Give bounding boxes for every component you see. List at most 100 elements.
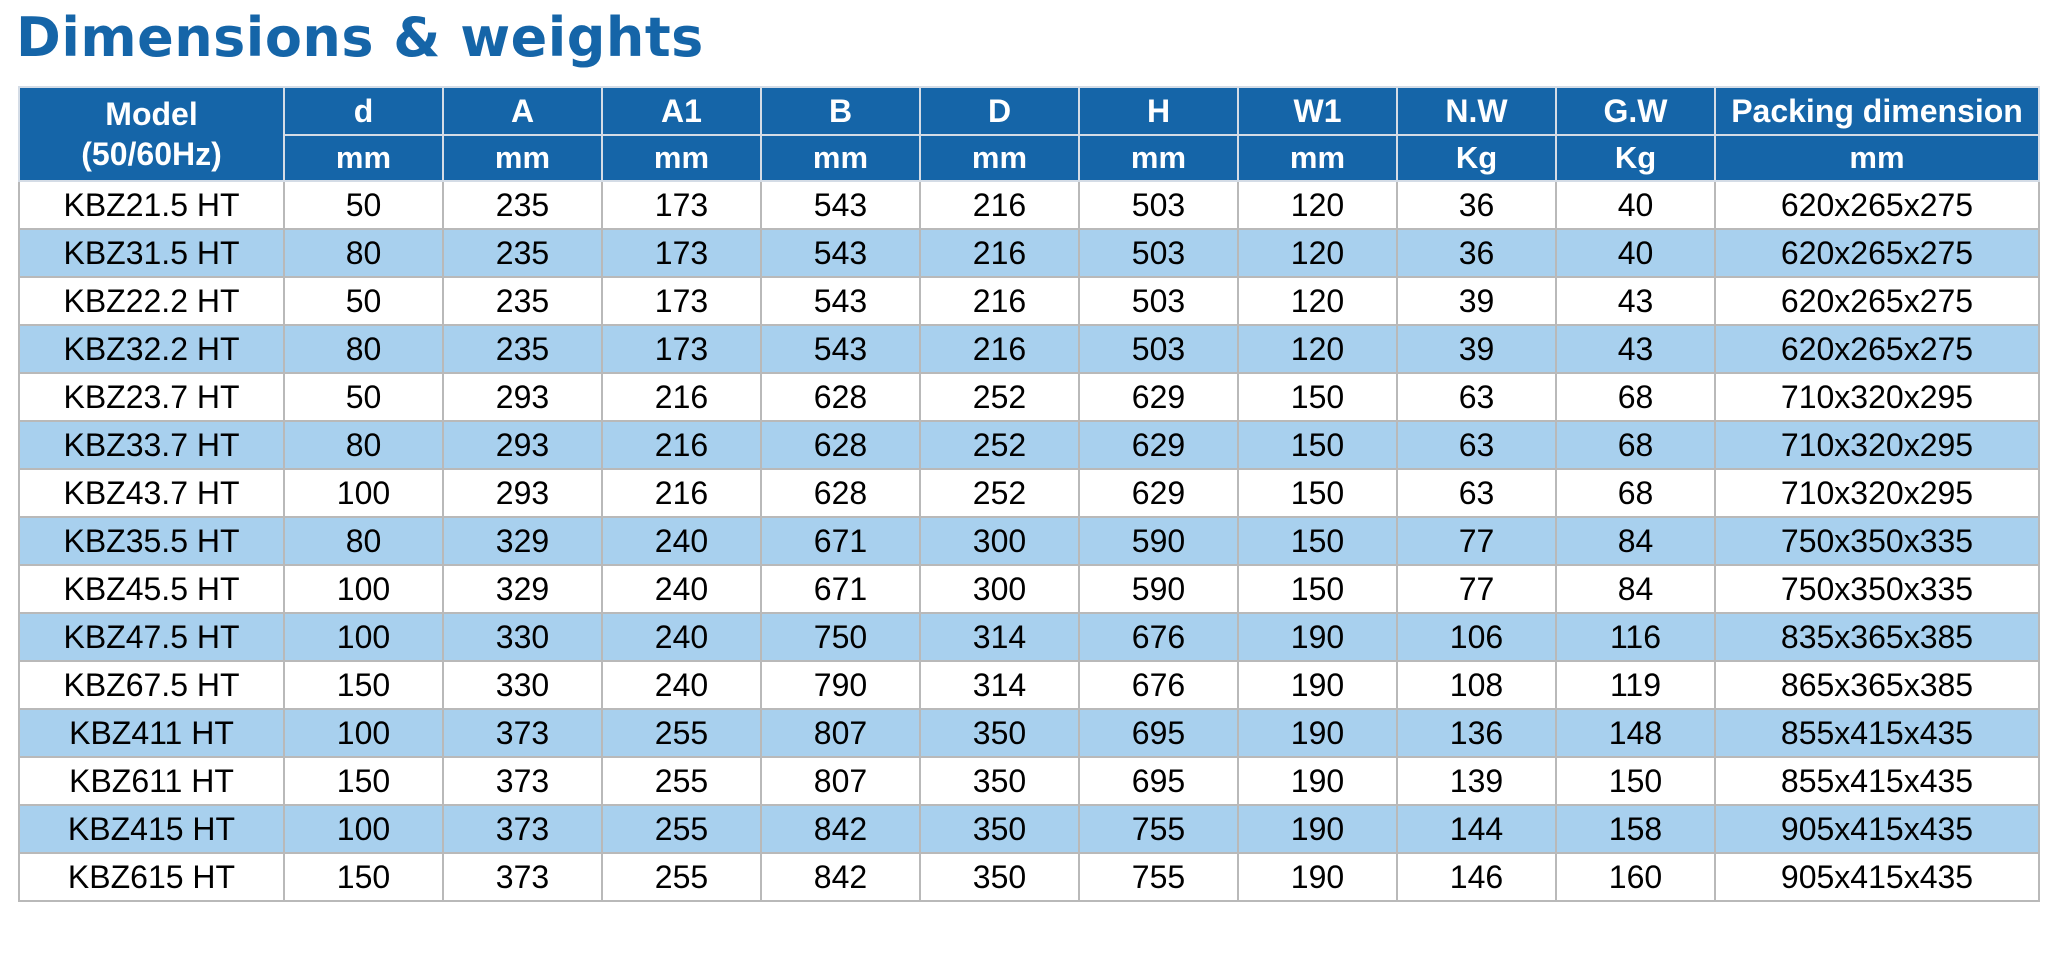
- table-cell: 39: [1396, 276, 1557, 326]
- model-cell: KBZ67.5 HT: [18, 660, 285, 710]
- table-row: KBZ33.7 HT 80 293 216 628 252 629 150 63 68 710x32…: [18, 420, 2040, 470]
- table-cell: 350: [919, 852, 1080, 902]
- table-cell: 190: [1237, 660, 1398, 710]
- table-cell: 100: [283, 564, 444, 614]
- table-cell: 255: [601, 708, 762, 758]
- model-cell: KBZ31.5 HT: [18, 228, 285, 278]
- column-unit: mm: [283, 134, 444, 182]
- model-cell: KBZ411 HT: [18, 708, 285, 758]
- table-cell: 139: [1396, 756, 1557, 806]
- table-cell: 240: [601, 516, 762, 566]
- header-unit-row: mm mm mm mm mm mm mm Kg Kg mm: [19, 134, 2040, 182]
- column-header: A: [442, 86, 603, 136]
- column-header: B: [760, 86, 921, 136]
- table-cell: 36: [1396, 228, 1557, 278]
- table-cell: 543: [760, 180, 921, 230]
- table-cell: 807: [760, 708, 921, 758]
- table-cell: 293: [442, 468, 603, 518]
- table-cell: 755: [1078, 804, 1239, 854]
- table-cell: 80: [283, 324, 444, 374]
- table-cell: 40: [1555, 180, 1716, 230]
- table-cell: 620x265x275: [1714, 228, 2040, 278]
- table-cell: 80: [283, 516, 444, 566]
- table-cell: 216: [601, 372, 762, 422]
- column-header: d: [283, 86, 444, 136]
- table-cell: 503: [1078, 180, 1239, 230]
- model-cell: KBZ32.2 HT: [18, 324, 285, 374]
- column-unit: mm: [1078, 134, 1239, 182]
- model-cell: KBZ615 HT: [18, 852, 285, 902]
- table-row: KBZ411 HT 100 373 255 807 350 695 190 136 148 855x…: [18, 708, 2040, 758]
- table-cell: 905x415x435: [1714, 804, 2040, 854]
- table-cell: 148: [1555, 708, 1716, 758]
- table-cell: 68: [1555, 468, 1716, 518]
- table-cell: 373: [442, 708, 603, 758]
- table-cell: 77: [1396, 564, 1557, 614]
- table-row: KBZ35.5 HT 80 329 240 671 300 590 150 77 84 750x35…: [18, 516, 2040, 566]
- table-cell: 50: [283, 372, 444, 422]
- model-cell: KBZ611 HT: [18, 756, 285, 806]
- table-cell: 84: [1555, 516, 1716, 566]
- table-cell: 146: [1396, 852, 1557, 902]
- table-cell: 293: [442, 420, 603, 470]
- table-cell: 150: [1237, 372, 1398, 422]
- table-body: KBZ21.5 HT 50 235 173 543 216 503 120 36 40 620x26…: [18, 180, 2040, 902]
- model-cell: KBZ21.5 HT: [18, 180, 285, 230]
- table-cell: 190: [1237, 804, 1398, 854]
- table-cell: 63: [1396, 420, 1557, 470]
- table-cell: 43: [1555, 324, 1716, 374]
- table-cell: 216: [601, 420, 762, 470]
- table-cell: 629: [1078, 420, 1239, 470]
- table-cell: 255: [601, 804, 762, 854]
- column-unit: mm: [760, 134, 921, 182]
- table-cell: 190: [1237, 852, 1398, 902]
- table-cell: 190: [1237, 708, 1398, 758]
- table-cell: 100: [283, 708, 444, 758]
- table-cell: 835x365x385: [1714, 612, 2040, 662]
- table-cell: 629: [1078, 372, 1239, 422]
- model-cell: KBZ23.7 HT: [18, 372, 285, 422]
- table-cell: 80: [283, 228, 444, 278]
- table-cell: 905x415x435: [1714, 852, 2040, 902]
- table-cell: 676: [1078, 612, 1239, 662]
- table-cell: 300: [919, 564, 1080, 614]
- table-cell: 755: [1078, 852, 1239, 902]
- table-cell: 710x320x295: [1714, 468, 2040, 518]
- table-cell: 190: [1237, 612, 1398, 662]
- table-cell: 173: [601, 180, 762, 230]
- table-cell: 120: [1237, 180, 1398, 230]
- column-unit: mm: [442, 134, 603, 182]
- column-header: D: [919, 86, 1080, 136]
- table-cell: 36: [1396, 180, 1557, 230]
- table-cell: 120: [1237, 228, 1398, 278]
- table-cell: 855x415x435: [1714, 756, 2040, 806]
- table-cell: 150: [1237, 564, 1398, 614]
- table-row: KBZ43.7 HT 100 293 216 628 252 629 150 63 68 710x3…: [18, 468, 2040, 518]
- column-unit: mm: [919, 134, 1080, 182]
- table-cell: 373: [442, 756, 603, 806]
- table-cell: 68: [1555, 372, 1716, 422]
- table-cell: 750x350x335: [1714, 564, 2040, 614]
- model-cell: KBZ33.7 HT: [18, 420, 285, 470]
- table-cell: 106: [1396, 612, 1557, 662]
- column-header: G.W: [1555, 86, 1716, 136]
- model-cell: KBZ47.5 HT: [18, 612, 285, 662]
- table-cell: 136: [1396, 708, 1557, 758]
- table-row: KBZ47.5 HT 100 330 240 750 314 676 190 106 116 835…: [18, 612, 2040, 662]
- header-label-row: Model (50/60Hz) d A A1 B D H W1 N.W G.W Packing d…: [18, 86, 2040, 182]
- table-cell: 160: [1555, 852, 1716, 902]
- table-cell: 150: [283, 852, 444, 902]
- column-unit: mm: [1237, 134, 1398, 182]
- table-cell: 628: [760, 420, 921, 470]
- model-header: Model (50/60Hz): [18, 86, 285, 182]
- table-row: KBZ21.5 HT 50 235 173 543 216 503 120 36 40 620x26…: [18, 180, 2040, 230]
- table-row: KBZ67.5 HT 150 330 240 790 314 676 190 108 119 865…: [18, 660, 2040, 710]
- table-cell: 100: [283, 612, 444, 662]
- table-cell: 173: [601, 228, 762, 278]
- table-cell: 330: [442, 612, 603, 662]
- table-cell: 620x265x275: [1714, 276, 2040, 326]
- table-cell: 329: [442, 516, 603, 566]
- model-header-line1: Model: [105, 96, 198, 132]
- table-cell: 150: [283, 756, 444, 806]
- table-row: KBZ611 HT 150 373 255 807 350 695 190 139 150 855x…: [18, 756, 2040, 806]
